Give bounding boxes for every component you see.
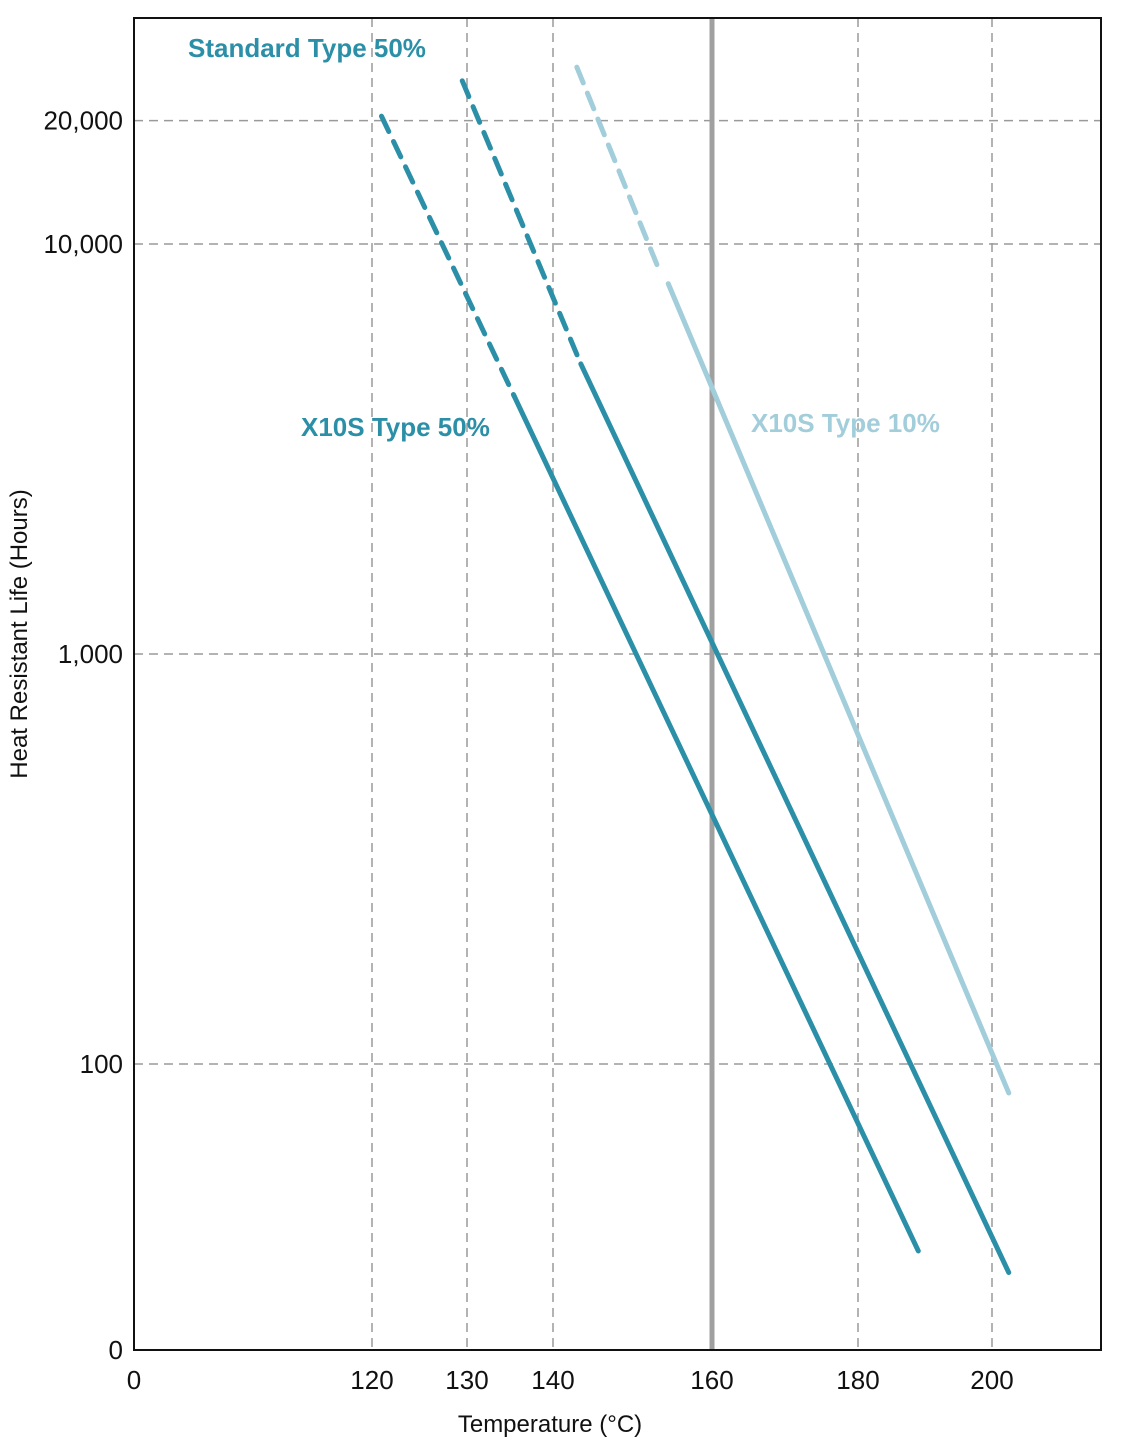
series-x10s-type-50-solid — [511, 393, 921, 1254]
x-tick-label-120: 120 — [350, 1365, 393, 1395]
x-axis-title: Temperature (°C) — [458, 1411, 642, 1438]
series-lines — [379, 64, 1012, 1276]
series-labels: X10S Type 50% Standard Type 50% X10S Type … — [188, 33, 940, 442]
x-tick-label-200: 200 — [970, 1365, 1013, 1395]
x-tick-labels: 0 120 130 140 160 180 200 — [127, 1365, 1014, 1395]
series-x10s-type-10-solid — [665, 281, 1012, 1096]
y-tick-label-100: 100 — [80, 1049, 123, 1079]
grid — [134, 18, 1101, 1350]
series-standard-type-50-solid — [578, 361, 1012, 1276]
x-tick-label-130: 130 — [445, 1365, 488, 1395]
series-label-x10s-type-10: X10S Type 10% — [751, 408, 940, 438]
y-tick-label-1000: 1,000 — [58, 639, 123, 669]
x-tick-label-0: 0 — [127, 1365, 141, 1395]
series-x10s-type-50-dashed — [379, 113, 517, 399]
y-tick-label-20000: 20,000 — [43, 106, 123, 136]
y-tick-label-0: 0 — [109, 1335, 123, 1365]
plot-frame — [133, 17, 1102, 1351]
y-axis-title: Heat Resistant Life (Hours) — [6, 489, 33, 778]
x-tick-label-160: 160 — [690, 1365, 733, 1395]
y-tick-label-10000: 10,000 — [43, 229, 123, 259]
series-label-x10s-type-50: X10S Type 50% — [301, 412, 490, 442]
series-standard-type-50-dashed — [459, 78, 584, 367]
y-tick-labels: 0 100 1,000 10,000 20,000 — [43, 106, 123, 1365]
x-tick-label-140: 140 — [531, 1365, 574, 1395]
x-tick-label-180: 180 — [836, 1365, 879, 1395]
series-label-standard-type-50: Standard Type 50% — [188, 33, 426, 63]
series-x10s-type-10-dashed — [574, 64, 663, 276]
